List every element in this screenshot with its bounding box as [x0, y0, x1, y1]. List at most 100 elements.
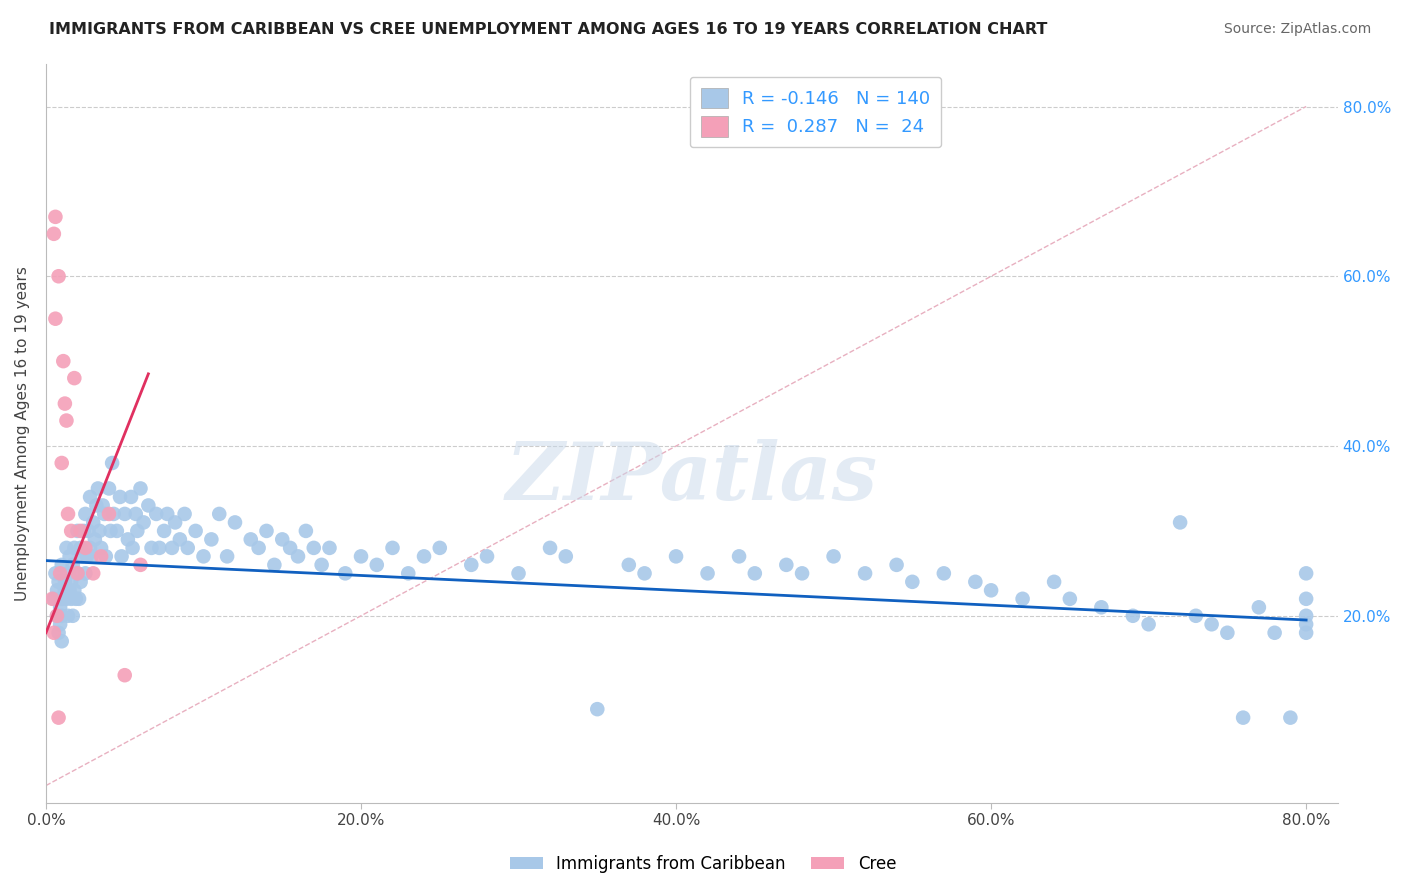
Text: IMMIGRANTS FROM CARIBBEAN VS CREE UNEMPLOYMENT AMONG AGES 16 TO 19 YEARS CORRELA: IMMIGRANTS FROM CARIBBEAN VS CREE UNEMPL…: [49, 22, 1047, 37]
Point: [55, 591, 77, 606]
Point: [66, 566, 89, 581]
Point: [775, 558, 797, 572]
Point: [790, 566, 813, 581]
Point: [62, 608, 84, 623]
Point: [44, 210, 66, 224]
Point: [239, 533, 262, 547]
Point: [965, 574, 987, 589]
Legend: R = -0.146   N = 140, R =  0.287   N =  24: R = -0.146 N = 140, R = 0.287 N = 24: [690, 77, 941, 147]
Point: [1185, 608, 1208, 623]
Point: [87, 482, 110, 496]
Point: [148, 541, 170, 555]
Point: [89, 524, 111, 538]
Point: [1295, 625, 1317, 640]
Point: [98, 482, 121, 496]
Point: [508, 566, 530, 581]
Point: [295, 524, 318, 538]
Point: [554, 549, 576, 564]
Text: ZIPatlas: ZIPatlas: [506, 439, 877, 516]
Point: [1232, 711, 1254, 725]
Point: [48, 574, 70, 589]
Point: [77, 524, 100, 538]
Point: [145, 507, 167, 521]
Point: [193, 549, 215, 564]
Point: [49, 617, 72, 632]
Point: [53, 574, 76, 589]
Point: [93, 507, 115, 521]
Point: [901, 574, 924, 589]
Point: [287, 549, 309, 564]
Point: [169, 533, 191, 547]
Point: [63, 583, 86, 598]
Point: [79, 490, 101, 504]
Point: [105, 524, 128, 538]
Point: [48, 625, 70, 640]
Point: [51, 608, 73, 623]
Point: [129, 482, 152, 496]
Point: [429, 541, 451, 555]
Point: [55, 413, 77, 427]
Point: [69, 524, 91, 538]
Point: [51, 558, 73, 572]
Point: [66, 524, 89, 538]
Point: [55, 541, 77, 555]
Point: [1043, 574, 1066, 589]
Point: [396, 566, 419, 581]
Point: [278, 541, 301, 555]
Point: [48, 711, 70, 725]
Point: [302, 541, 325, 555]
Point: [127, 524, 149, 538]
Point: [98, 507, 121, 521]
Point: [311, 558, 333, 572]
Point: [75, 566, 97, 581]
Point: [1247, 600, 1270, 615]
Point: [63, 371, 86, 385]
Point: [256, 524, 278, 538]
Point: [75, 507, 97, 521]
Point: [1216, 625, 1239, 640]
Point: [100, 524, 122, 538]
Point: [121, 541, 143, 555]
Point: [1168, 516, 1191, 530]
Point: [141, 541, 163, 555]
Point: [271, 533, 294, 547]
Point: [49, 566, 72, 581]
Point: [52, 354, 75, 368]
Point: [62, 558, 84, 572]
Point: [633, 566, 655, 581]
Point: [1059, 591, 1081, 606]
Point: [886, 558, 908, 572]
Point: [66, 566, 89, 581]
Point: [138, 499, 160, 513]
Point: [1295, 617, 1317, 632]
Y-axis label: Unemployment Among Ages 16 to 19 years: Unemployment Among Ages 16 to 19 years: [15, 266, 30, 600]
Point: [980, 583, 1002, 598]
Point: [217, 549, 239, 564]
Point: [56, 566, 79, 581]
Point: [366, 558, 388, 572]
Point: [129, 558, 152, 572]
Point: [1201, 617, 1223, 632]
Point: [1137, 617, 1160, 632]
Point: [46, 608, 69, 623]
Point: [853, 566, 876, 581]
Point: [65, 591, 87, 606]
Point: [73, 524, 96, 538]
Point: [200, 533, 222, 547]
Point: [114, 507, 136, 521]
Point: [1122, 608, 1144, 623]
Point: [125, 507, 148, 521]
Legend: Immigrants from Caribbean, Cree: Immigrants from Caribbean, Cree: [503, 848, 903, 880]
Point: [173, 507, 195, 521]
Point: [1011, 591, 1033, 606]
Point: [103, 507, 125, 521]
Point: [335, 566, 357, 581]
Point: [83, 533, 105, 547]
Point: [42, 625, 65, 640]
Point: [665, 549, 688, 564]
Point: [263, 558, 285, 572]
Point: [53, 583, 76, 598]
Point: [46, 583, 69, 598]
Point: [80, 549, 103, 564]
Point: [60, 524, 83, 538]
